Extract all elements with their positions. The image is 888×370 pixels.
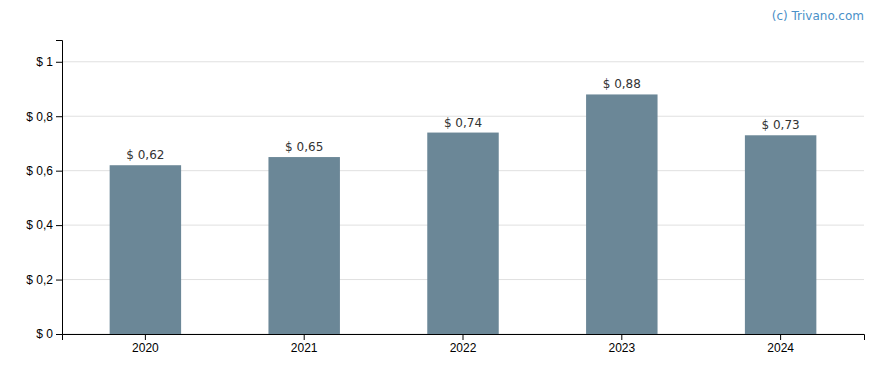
- tick-label: $ 1: [36, 55, 53, 69]
- grid-line: [62, 61, 864, 62]
- chart: $ 0$ 0,2$ 0,4$ 0,6$ 0,8$ 120202021202220…: [0, 0, 888, 370]
- tick-label: $ 0,4: [26, 218, 53, 232]
- tick-label: 2021: [291, 341, 318, 355]
- tick-mark: [56, 280, 62, 281]
- tick-label: 2022: [450, 341, 477, 355]
- bar: [586, 94, 657, 334]
- tick-mark: [621, 334, 622, 340]
- bars: [110, 94, 817, 334]
- tick: 2020: [132, 334, 159, 355]
- tick: $ 0,2: [26, 273, 62, 287]
- bar: [110, 165, 181, 334]
- tick: $ 0: [36, 327, 62, 341]
- tick-label: $ 0,2: [26, 273, 53, 287]
- tick-label: $ 0: [36, 327, 53, 341]
- tick-mark: [780, 334, 781, 340]
- data-labels: $ 0,62 $ 0,65 $ 0,74 $ 0,88 $ 0,73: [126, 77, 799, 162]
- tick-label: 2024: [767, 341, 794, 355]
- tick: 2022: [450, 334, 477, 355]
- x-axis: 2020 2021 2022 2023 2024: [63, 334, 865, 355]
- tick-mark: [56, 116, 62, 117]
- plot: $ 0$ 0,2$ 0,4$ 0,6$ 0,8$ 120202021202220…: [26, 41, 864, 355]
- tick: $ 1: [36, 55, 62, 69]
- tick-label: 2020: [132, 341, 159, 355]
- tick-mark: [145, 334, 146, 340]
- tick: $ 0,8: [26, 110, 62, 124]
- data-label: $ 0,88: [603, 77, 641, 91]
- y-axis: $ 0 $ 0,2 $ 0,4 $ 0,6 $ 0,8 $ 1: [26, 41, 62, 342]
- tick-mark: [56, 334, 62, 335]
- tick-label: $ 0,8: [26, 110, 53, 124]
- tick-mark: [56, 171, 62, 172]
- data-label: $ 0,74: [444, 116, 482, 130]
- tick: $ 0,6: [26, 164, 62, 178]
- bar: [268, 157, 339, 334]
- tick: 2024: [767, 334, 794, 355]
- data-label: $ 0,73: [762, 118, 800, 132]
- tick-mark: [304, 334, 305, 340]
- axis-line: [63, 335, 865, 341]
- tick-label: $ 0,6: [26, 164, 53, 178]
- axis-line: [56, 41, 63, 335]
- data-label: $ 0,62: [126, 148, 164, 162]
- tick: 2023: [608, 334, 635, 355]
- annotation: (c) Trivano.com: [772, 9, 864, 23]
- tick: 2021: [291, 334, 318, 355]
- data-label: $ 0,65: [285, 140, 323, 154]
- tick-label: 2023: [608, 341, 635, 355]
- tick-mark: [463, 334, 464, 340]
- tick-mark: [56, 225, 62, 226]
- bar: [427, 133, 498, 334]
- tick: $ 0,4: [26, 218, 62, 232]
- bar: [745, 135, 816, 334]
- grid: [62, 62, 864, 334]
- tick-mark: [56, 62, 62, 63]
